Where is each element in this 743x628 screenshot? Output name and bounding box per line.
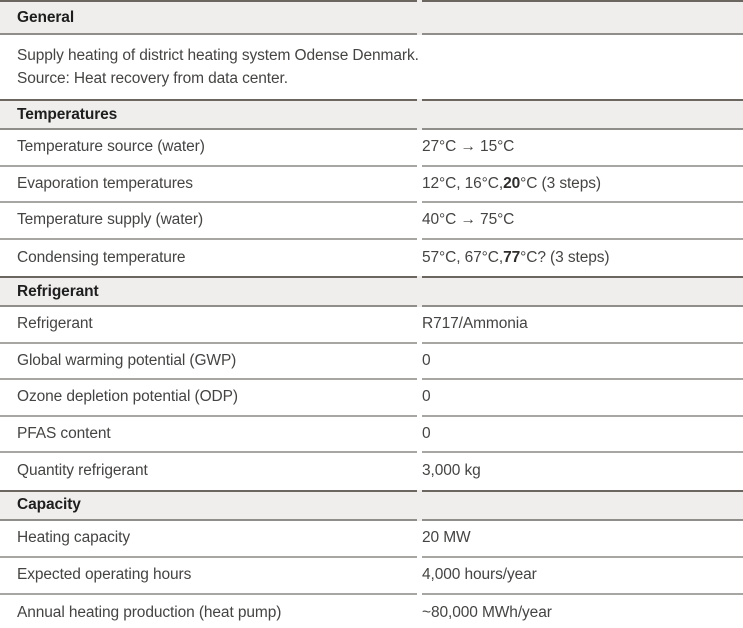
general-description: Supply heating of district heating syste… [0,35,743,99]
row-label-text: Evaporation temperatures [17,174,193,192]
row-label-text: Heating capacity [17,529,130,546]
row-annual-heating-production: Annual heating production (heat pump) ~8… [0,595,743,628]
section-band-value-cell [422,489,743,521]
row-value: 0 [422,344,743,380]
row-temperature-source: Temperature source (water) 27°C → 15°C [0,130,743,167]
section-band-label-cell: Capacity [0,489,417,521]
row-value: 0 [422,380,743,417]
row-refrigerant: Refrigerant R717/Ammonia [0,307,743,344]
row-value-text: 12°C, 16°C, [422,174,504,192]
row-value-suffix: °C? (3 steps) [520,248,610,266]
row-value: 3,000 kg [422,453,743,490]
section-band-temperatures: Temperatures [0,99,743,130]
row-label: Global warming potential (GWP) [0,344,417,380]
row-evaporation-temperatures: Evaporation temperatures 12°C, 16°C, 20 °… [0,167,743,203]
section-band-capacity: Capacity [0,489,743,521]
row-label: Refrigerant [0,307,417,344]
row-expected-operating-hours: Expected operating hours 4,000 hours/yea… [0,558,743,595]
row-value: 0 [422,417,743,453]
row-value-text: 20 MW [422,529,471,546]
row-label: Expected operating hours [0,558,417,595]
row-label: Temperature source (water) [0,130,417,167]
row-value: 20 MW [422,521,743,558]
row-label: Annual heating production (heat pump) [0,595,417,628]
row-value: 27°C → 15°C [422,130,743,167]
description-line-2: Source: Heat recovery from data center. [17,70,288,87]
row-odp: Ozone depletion potential (ODP) 0 [0,380,743,417]
row-label-text: Expected operating hours [17,566,192,583]
row-temperature-supply: Temperature supply (water) 40°C → 75°C [0,203,743,240]
row-value-bold: 20 [503,174,521,192]
section-title-temperatures: Temperatures [17,105,118,123]
row-value-text: 4,000 hours/year [422,566,537,583]
section-title-refrigerant: Refrigerant [17,282,99,300]
row-value-text: R717/Ammonia [422,315,528,333]
row-value-suffix: °C (3 steps) [520,174,601,192]
section-title-general: General [17,8,75,26]
row-value-text: 0 [422,388,431,406]
section-band-label-cell: Temperatures [0,99,417,130]
row-value-text: ~80,000 MWh/year [422,604,552,621]
row-value-text: 3,000 kg [422,462,481,480]
row-value-text: 0 [422,424,431,442]
row-value-text: 57°C, 67°C, [422,248,504,266]
row-label-text: Refrigerant [17,315,93,333]
row-label: Evaporation temperatures [0,167,417,203]
row-quantity-refrigerant: Quantity refrigerant 3,000 kg [0,453,743,490]
section-band-general: General [0,0,743,35]
row-heating-capacity: Heating capacity 20 MW [0,521,743,558]
row-label-text: Ozone depletion potential (ODP) [17,388,238,406]
row-label-text: Condensing temperature [17,248,186,266]
row-value: R717/Ammonia [422,307,743,344]
row-label-text: Temperature source (water) [17,138,205,156]
row-value: 12°C, 16°C, 20 °C (3 steps) [422,167,743,203]
row-label: Quantity refrigerant [0,453,417,490]
row-label-text: Global warming potential (GWP) [17,351,237,369]
row-label: Heating capacity [0,521,417,558]
section-band-refrigerant: Refrigerant [0,276,743,307]
row-value: 4,000 hours/year [422,558,743,595]
row-label-text: Annual heating production (heat pump) [17,604,282,621]
row-value-text: 27°C → 15°C [422,138,515,156]
row-value-text: 40°C → 75°C [422,211,515,229]
row-label-text: Temperature supply (water) [17,211,204,229]
section-band-value-cell [422,0,743,35]
row-label: Ozone depletion potential (ODP) [0,380,417,417]
row-label: Temperature supply (water) [0,203,417,240]
section-band-value-cell [422,276,743,307]
row-label: PFAS content [0,417,417,453]
row-gwp: Global warming potential (GWP) 0 [0,344,743,380]
row-value: ~80,000 MWh/year [422,595,743,628]
row-label: Condensing temperature [0,240,417,277]
section-band-label-cell: Refrigerant [0,276,417,307]
section-band-value-cell [422,99,743,130]
row-pfas-content: PFAS content 0 [0,417,743,453]
description-line-1: Supply heating of district heating syste… [17,47,419,64]
row-label-text: Quantity refrigerant [17,462,148,480]
row-value: 57°C, 67°C, 77 °C? (3 steps) [422,240,743,277]
row-value-bold: 77 [503,248,521,266]
row-value: 40°C → 75°C [422,203,743,240]
section-title-capacity: Capacity [17,496,81,513]
section-band-label-cell: General [0,0,417,35]
row-value-text: 0 [422,351,431,369]
row-condensing-temperature: Condensing temperature 57°C, 67°C, 77 °C?… [0,240,743,277]
row-label-text: PFAS content [17,424,111,442]
